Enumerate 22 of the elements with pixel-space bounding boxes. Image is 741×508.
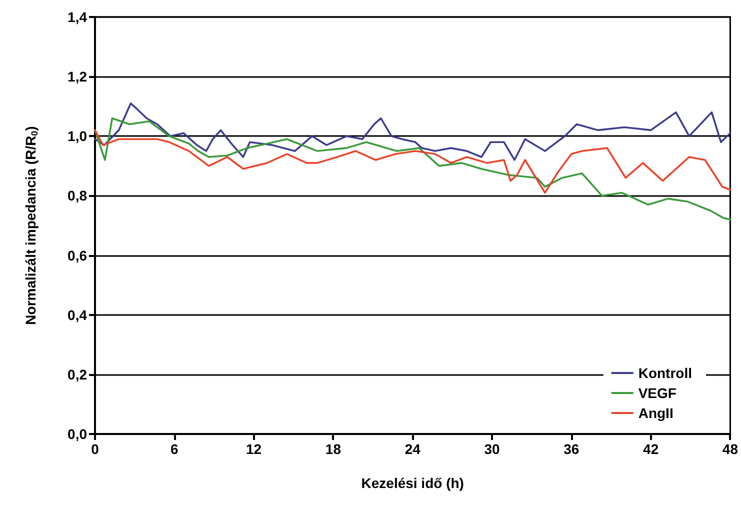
- y-tick-label: 0,0: [68, 426, 88, 442]
- legend-label: AngII: [638, 405, 674, 421]
- y-tick-label: 0,2: [68, 366, 88, 382]
- x-axis-title: Kezelési idő (h): [361, 475, 464, 491]
- y-tick-label: 1,2: [68, 68, 88, 85]
- y-axis-title: Normalizált impedancia (R/R0): [22, 126, 40, 325]
- x-tick-label: 30: [484, 441, 500, 457]
- x-tick-label: 6: [170, 441, 179, 457]
- y-tick-label: 1,4: [68, 9, 88, 25]
- x-tick-label: 24: [404, 441, 421, 457]
- x-tick-label: 48: [722, 441, 738, 457]
- x-tick-label: 18: [325, 441, 342, 457]
- y-tick-label: 0,4: [68, 306, 88, 323]
- y-tick-label: 1,0: [68, 128, 88, 144]
- x-tick-label: 36: [564, 441, 580, 457]
- y-tick-label: 0,6: [68, 247, 88, 264]
- x-tick-label: 0: [91, 441, 100, 457]
- x-tick-label: 12: [246, 441, 262, 457]
- legend-label: VEGF: [638, 385, 677, 401]
- y-tick-label: 0,8: [68, 188, 88, 204]
- x-tick-label: 42: [643, 441, 659, 457]
- legend-label: Kontroll: [638, 365, 692, 381]
